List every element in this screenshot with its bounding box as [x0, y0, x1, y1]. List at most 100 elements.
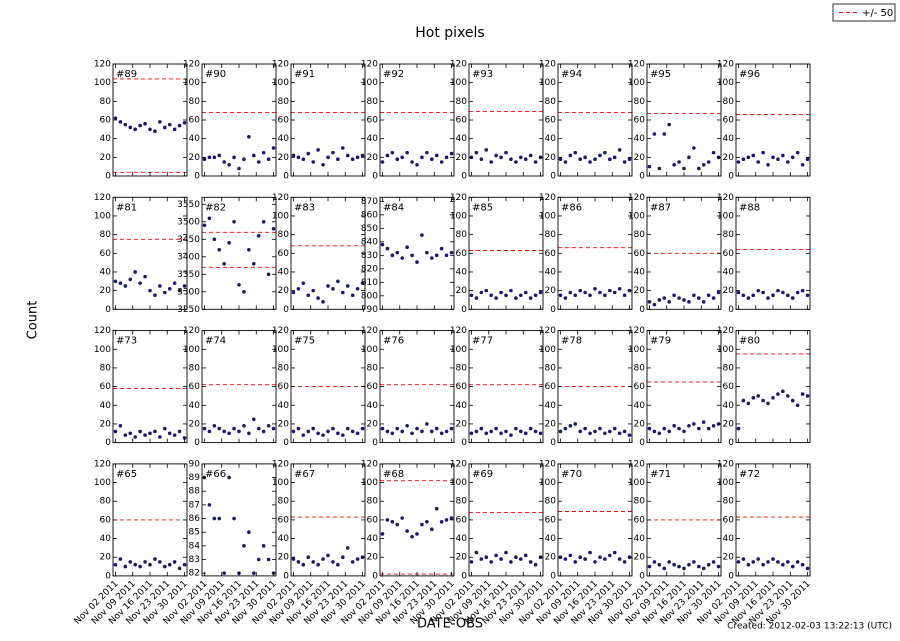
data-point [172, 560, 177, 564]
data-point [242, 544, 246, 548]
panel-frame [112, 196, 188, 310]
data-point [682, 298, 686, 302]
y-tick-label: 3250 [177, 305, 200, 315]
data-point [608, 157, 612, 161]
data-point [331, 150, 335, 155]
data-point [237, 166, 241, 171]
data-point [617, 148, 622, 152]
panel-label: #76 [383, 336, 404, 347]
y-tick-label: 0 [550, 438, 556, 448]
data-point [805, 566, 810, 571]
data-point [153, 429, 157, 434]
panel-frame [557, 63, 633, 177]
data-point [326, 155, 330, 160]
panel [736, 113, 810, 167]
data-point [603, 431, 607, 436]
y-tick-label: 60 [545, 382, 557, 392]
data-point [706, 562, 711, 567]
data-point [331, 426, 335, 431]
data-point [608, 553, 612, 558]
y-tick-label: 40 [100, 401, 112, 411]
y-tick-label: 20 [100, 553, 112, 563]
y-tick-label: 86 [189, 514, 201, 524]
y-tick-label: 82 [189, 569, 200, 579]
data-point [805, 394, 810, 398]
y-tick-label: 60 [278, 249, 290, 259]
y-tick-label: 80 [456, 97, 468, 107]
y-tick-label: 120 [183, 326, 200, 336]
data-point [316, 431, 320, 436]
data-point [163, 426, 167, 431]
y-tick-label: 860 [361, 210, 378, 220]
data-point [800, 288, 805, 293]
y-tick-label: 80 [367, 97, 379, 107]
data-point [177, 288, 182, 293]
data-point [266, 272, 271, 277]
panel [380, 112, 454, 167]
data-point [439, 160, 444, 164]
panel-label: #75 [294, 336, 315, 347]
panel-frame [112, 63, 188, 177]
data-point [316, 148, 320, 152]
data-point [158, 120, 162, 124]
y-tick-label: 40 [367, 401, 379, 411]
panel-label: #73 [116, 336, 137, 347]
data-point [118, 281, 123, 285]
y-tick-label: 100 [94, 478, 111, 488]
data-point [776, 288, 780, 293]
y-tick-label: 60 [189, 116, 201, 126]
data-point [790, 564, 795, 569]
y-tick-label: 0 [639, 438, 645, 448]
data-point [657, 298, 662, 302]
data-point [138, 281, 142, 285]
data-point [697, 564, 701, 569]
y-tick-label: 20 [456, 286, 468, 296]
data-point [301, 562, 306, 567]
data-point [306, 151, 311, 156]
data-point [415, 163, 419, 167]
data-point [583, 155, 587, 160]
data-point [133, 127, 137, 132]
data-point [469, 560, 474, 564]
data-point [469, 431, 474, 436]
data-point [345, 426, 350, 431]
data-point [420, 233, 424, 237]
data-point [153, 557, 157, 561]
y-tick-label: 88 [189, 487, 201, 497]
panel-label: #67 [294, 469, 315, 480]
data-point [345, 153, 350, 158]
data-point [355, 155, 360, 160]
data-point [326, 284, 330, 288]
data-point [385, 429, 390, 434]
panel [558, 247, 632, 300]
data-point [266, 424, 271, 428]
y-tick-label: 80 [545, 497, 557, 507]
y-tick-label: 20 [367, 419, 379, 429]
data-point [237, 283, 241, 287]
data-point [647, 164, 652, 169]
data-point [271, 227, 276, 231]
y-tick-label: 20 [545, 153, 557, 163]
y-tick-label: 3550 [177, 200, 200, 210]
panel-frame [735, 196, 811, 310]
panel [380, 233, 454, 264]
data-point [449, 426, 454, 431]
y-tick-label: 80 [100, 230, 112, 240]
data-point [306, 555, 311, 560]
y-tick-label: 20 [456, 153, 468, 163]
y-tick-label: 3300 [177, 287, 200, 297]
data-point [667, 122, 671, 127]
data-point [598, 153, 602, 158]
data-point [523, 553, 528, 558]
y-tick-label: 20 [545, 419, 557, 429]
panel-frame [112, 330, 188, 444]
y-tick-label: 120 [272, 60, 289, 70]
data-point [474, 296, 479, 300]
data-point [519, 155, 523, 160]
data-point [252, 417, 256, 422]
y-tick-label: 60 [545, 249, 557, 259]
y-tick-label: 100 [272, 78, 289, 88]
y-tick-label: 60 [723, 116, 735, 126]
data-point [405, 245, 409, 250]
data-point [439, 246, 444, 251]
